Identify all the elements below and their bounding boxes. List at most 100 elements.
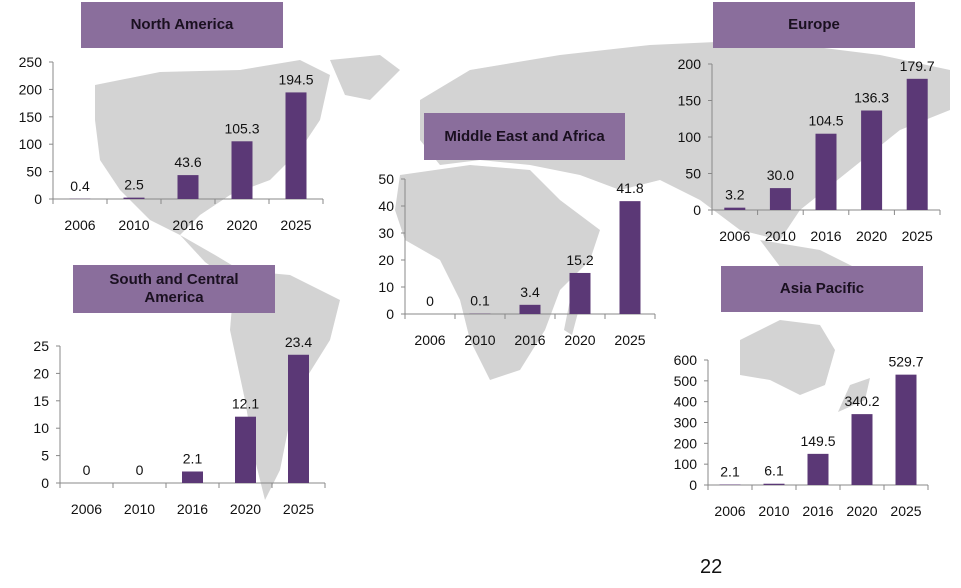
north-america-x-tick-label: 2006	[64, 217, 95, 233]
europe-x-tick-label: 2025	[902, 228, 933, 244]
map-australia	[740, 320, 835, 395]
north-america-bar-2025	[285, 92, 307, 199]
north-america-bar-2010	[123, 197, 145, 199]
middle-east-africa-bar-2020	[569, 272, 591, 314]
middle-east-africa-bar-2016	[519, 304, 541, 314]
europe-bar-2010	[769, 188, 791, 210]
south-central-america-data-label-2020: 12.1	[232, 396, 259, 412]
asia-pacific-data-label-2010: 6.1	[764, 463, 784, 479]
south-central-america-x-tick-label: 2025	[283, 501, 314, 517]
asia-pacific-x-tick-label: 2025	[890, 503, 921, 519]
asia-pacific-y-tick-label: 100	[674, 456, 698, 472]
middle-east-africa-x-tick-label: 2020	[564, 332, 595, 348]
north-america-data-label-2010: 2.5	[124, 177, 144, 193]
middle-east-africa-data-label-2006: 0	[426, 293, 434, 309]
title-asia-pacific: Asia Pacific	[721, 266, 923, 312]
map-north-america	[95, 60, 330, 235]
asia-pacific-y-tick-label: 0	[689, 477, 697, 493]
asia-pacific-bar-2016	[807, 453, 829, 485]
asia-pacific-x-tick-label: 2016	[802, 503, 833, 519]
south-central-america-x-tick-label: 2016	[177, 501, 208, 517]
europe-data-label-2025: 179.7	[900, 58, 935, 74]
south-central-america-bar-2020	[235, 416, 256, 483]
middle-east-africa-data-label-2025: 41.8	[616, 180, 643, 196]
europe-y-tick-label: 100	[678, 129, 702, 145]
north-america-data-label-2006: 0.4	[70, 178, 90, 194]
south-central-america-bar-2016	[182, 471, 203, 483]
north-america-data-label-2020: 105.3	[224, 120, 259, 136]
middle-east-africa-bar-2025	[619, 201, 641, 314]
title-north-america: North America	[81, 2, 283, 48]
asia-pacific-y-tick-label: 600	[674, 352, 698, 368]
north-america-y-tick-label: 150	[19, 109, 43, 125]
asia-pacific-bar-2020	[851, 414, 873, 485]
middle-east-africa-x-tick-label: 2016	[514, 332, 545, 348]
europe-data-label-2020: 136.3	[854, 90, 889, 106]
asia-pacific-y-tick-label: 300	[674, 415, 698, 431]
asia-pacific-bar-2010	[763, 483, 785, 485]
page-number: 22	[700, 556, 723, 578]
europe-bar-2025	[906, 78, 928, 210]
middle-east-africa-y-tick-label: 0	[386, 306, 394, 322]
europe-y-tick-label: 0	[693, 202, 701, 218]
north-america-bar-2016	[177, 175, 199, 199]
asia-pacific-data-label-2025: 529.7	[888, 354, 923, 370]
middle-east-africa-x-tick-label: 2010	[464, 332, 495, 348]
asia-pacific-data-label-2020: 340.2	[844, 393, 879, 409]
map-south-america	[230, 270, 340, 500]
europe-bar-2020	[861, 110, 883, 210]
south-central-america-bar-2025	[288, 354, 309, 483]
europe-y-tick-label: 150	[678, 93, 702, 109]
south-central-america-data-label-2010: 0	[136, 462, 144, 478]
south-central-america-data-label-2006: 0	[83, 462, 91, 478]
middle-east-africa-data-label-2016: 3.4	[520, 284, 540, 300]
middle-east-africa-y-tick-label: 30	[378, 225, 394, 241]
asia-pacific-data-label-2006: 2.1	[720, 464, 740, 480]
europe-y-tick-label: 200	[678, 56, 702, 72]
south-central-america-data-label-2025: 23.4	[285, 334, 312, 350]
europe-data-label-2016: 104.5	[808, 113, 843, 129]
middle-east-africa-x-tick-label: 2025	[614, 332, 645, 348]
europe-y-tick-label: 50	[685, 166, 701, 182]
asia-pacific-x-tick-label: 2010	[758, 503, 789, 519]
asia-pacific-x-tick-label: 2006	[714, 503, 745, 519]
south-central-america-x-tick-label: 2010	[124, 501, 155, 517]
middle-east-africa-data-label-2020: 15.2	[566, 252, 593, 268]
middle-east-africa-y-tick-label: 10	[378, 279, 394, 295]
europe-x-tick-label: 2020	[856, 228, 887, 244]
middle-east-africa-data-label-2010: 0.1	[470, 293, 490, 309]
south-central-america-y-tick-label: 10	[33, 420, 49, 436]
north-america-x-tick-label: 2020	[226, 217, 257, 233]
south-central-america-x-tick-label: 2020	[230, 501, 261, 517]
south-central-america-y-tick-label: 0	[41, 475, 49, 491]
north-america-x-tick-label: 2016	[172, 217, 203, 233]
south-central-america-y-tick-label: 20	[33, 365, 49, 381]
map-africa	[395, 165, 600, 380]
south-central-america-data-label-2016: 2.1	[183, 450, 203, 466]
map-greenland	[330, 55, 400, 100]
europe-x-tick-label: 2006	[719, 228, 750, 244]
map-new-zealand	[838, 378, 870, 412]
north-america-bar-2020	[231, 141, 253, 199]
south-central-america-y-tick-label: 15	[33, 393, 49, 409]
middle-east-africa-y-tick-label: 20	[378, 252, 394, 268]
title-middle-east-africa: Middle East and Africa	[424, 113, 625, 160]
europe-x-tick-label: 2010	[765, 228, 796, 244]
europe-bar-2006	[724, 207, 746, 210]
south-central-america-y-tick-label: 25	[33, 338, 49, 354]
europe-x-tick-label: 2016	[810, 228, 841, 244]
north-america-y-tick-label: 0	[34, 191, 42, 207]
north-america-y-tick-label: 250	[19, 54, 43, 70]
title-europe: Europe	[713, 2, 915, 48]
asia-pacific-data-label-2016: 149.5	[800, 433, 835, 449]
asia-pacific-y-tick-label: 400	[674, 394, 698, 410]
north-america-data-label-2016: 43.6	[174, 154, 201, 170]
asia-pacific-y-tick-label: 200	[674, 435, 698, 451]
north-america-y-tick-label: 100	[19, 136, 43, 152]
north-america-y-tick-label: 50	[26, 164, 42, 180]
europe-bar-2016	[815, 133, 837, 210]
north-america-y-tick-label: 200	[19, 81, 43, 97]
middle-east-africa-y-tick-label: 40	[378, 198, 394, 214]
north-america-x-tick-label: 2010	[118, 217, 149, 233]
